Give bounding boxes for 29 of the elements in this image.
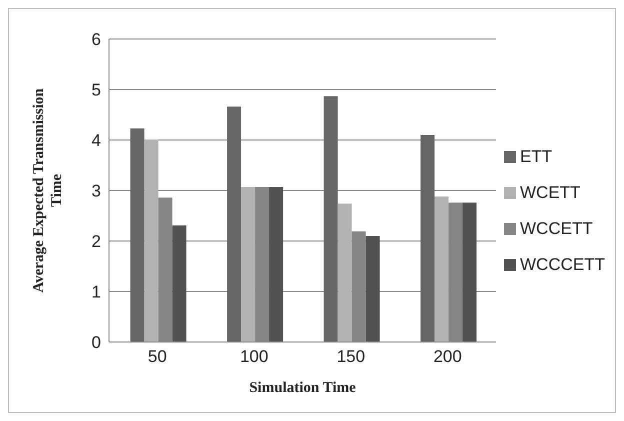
bar bbox=[462, 202, 477, 342]
y-tick-label: 3 bbox=[92, 182, 101, 201]
legend-label: WCETT bbox=[520, 182, 580, 204]
y-tick-label: 6 bbox=[92, 30, 101, 50]
bar bbox=[324, 96, 338, 342]
x-tick-label: 50 bbox=[148, 347, 167, 366]
bar bbox=[227, 106, 242, 342]
y-tick-label: 2 bbox=[92, 232, 101, 252]
bar bbox=[269, 186, 284, 342]
legend-label: ETT bbox=[520, 146, 552, 168]
bar bbox=[338, 204, 352, 342]
bar bbox=[366, 236, 380, 342]
y-tick-label: 1 bbox=[92, 282, 101, 302]
y-axis-title: Average Expected Transmission Time bbox=[31, 88, 65, 293]
x-tick-label: 100 bbox=[240, 347, 268, 366]
bar bbox=[130, 128, 144, 342]
bar bbox=[144, 139, 158, 342]
bar bbox=[241, 186, 256, 342]
x-axis-title: Simulation Time bbox=[249, 380, 356, 396]
y-tick-label: 0 bbox=[92, 333, 101, 352]
bar bbox=[172, 225, 186, 342]
legend-label: WCCETT bbox=[520, 218, 593, 240]
x-tick-label: 150 bbox=[336, 347, 366, 366]
y-tick-label: 5 bbox=[92, 80, 101, 100]
legend-label: WCCCETT bbox=[520, 254, 605, 276]
x-tick-label: 200 bbox=[433, 347, 462, 366]
bar bbox=[420, 134, 435, 342]
bar bbox=[434, 196, 449, 342]
y-tick-label: 4 bbox=[92, 131, 101, 150]
